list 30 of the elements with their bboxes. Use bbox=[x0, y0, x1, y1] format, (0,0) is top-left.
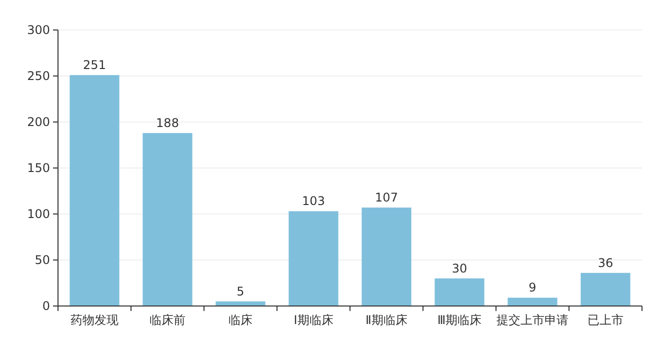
y-tick-label: 150 bbox=[27, 161, 50, 176]
bar bbox=[288, 211, 338, 306]
bar bbox=[362, 208, 412, 306]
x-tick-label: 临床前 bbox=[150, 313, 186, 327]
x-tick-label: 药物发现 bbox=[70, 313, 118, 327]
x-tick-label: Ⅰ期临床 bbox=[294, 313, 334, 327]
bar bbox=[434, 278, 484, 306]
data-label: 36 bbox=[598, 256, 614, 270]
y-tick-label: 200 bbox=[27, 115, 50, 130]
y-tick-label: 250 bbox=[27, 69, 50, 84]
bar bbox=[70, 75, 120, 306]
data-label: 5 bbox=[236, 284, 244, 298]
bar bbox=[508, 298, 558, 306]
data-label: 188 bbox=[156, 116, 179, 130]
bar bbox=[580, 272, 630, 306]
data-label: 251 bbox=[83, 58, 106, 72]
x-tick-label: 提交上市申请 bbox=[496, 313, 568, 327]
x-tick-label: Ⅲ期临床 bbox=[437, 313, 482, 327]
y-tick-label: 0 bbox=[42, 299, 50, 314]
data-label: 30 bbox=[452, 261, 468, 276]
y-tick-label: 300 bbox=[27, 23, 50, 38]
data-label: 103 bbox=[302, 194, 325, 208]
x-tick-label: 临床 bbox=[228, 313, 252, 327]
y-tick-label: 100 bbox=[27, 207, 50, 222]
data-label: 9 bbox=[528, 280, 536, 295]
x-tick-label: 已上市 bbox=[588, 313, 624, 327]
data-label: 107 bbox=[375, 190, 398, 205]
bar bbox=[142, 133, 192, 306]
x-tick-label: Ⅱ期临床 bbox=[366, 313, 408, 327]
y-tick-label: 50 bbox=[34, 253, 50, 268]
